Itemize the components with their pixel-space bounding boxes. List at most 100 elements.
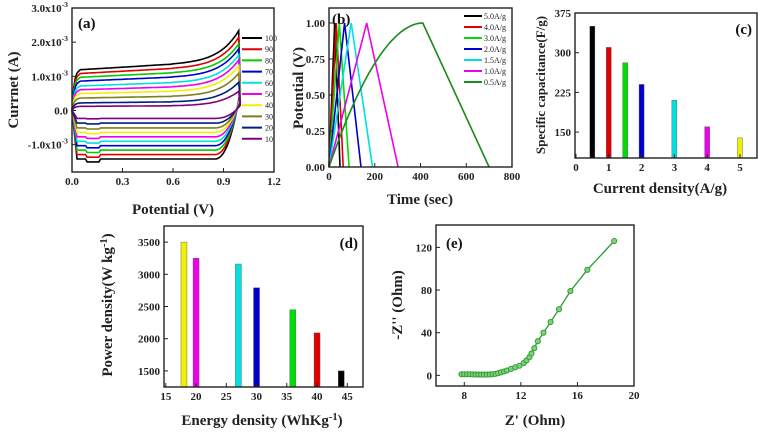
nyquist-line — [461, 240, 615, 376]
x-tick-label: 1.2 — [267, 176, 281, 188]
y-tick-label: 1.00 — [306, 18, 326, 30]
bar-4 — [704, 126, 710, 159]
bar-44 — [338, 370, 345, 388]
cv-curve-10 — [71, 89, 242, 120]
y-tick-label: -1.0x10-3 — [28, 137, 68, 152]
bar-18 — [180, 241, 188, 388]
x-tick-label: 35 — [281, 391, 293, 403]
legend-label: 3.0A/g — [484, 34, 506, 43]
x-tick-label: 600 — [458, 171, 475, 183]
x-tick-label: 5 — [737, 162, 743, 174]
bar-40 — [313, 332, 321, 388]
y-tick-label: 40 — [421, 328, 433, 340]
data-point — [516, 362, 523, 369]
plot-area-a — [71, 28, 242, 163]
data-point — [555, 306, 563, 313]
panel-label: (c) — [735, 22, 752, 38]
data-point — [540, 329, 547, 336]
plot-area-d — [180, 241, 345, 388]
legend-label: 20 — [265, 124, 273, 133]
bar-0.5 — [589, 26, 596, 159]
legend-label: 4.0A/g — [484, 23, 506, 32]
y-tick-label: 3.0x10-3 — [31, 0, 68, 15]
cv-curve-30 — [71, 71, 242, 130]
y-tick-label: 120 — [416, 242, 433, 254]
x-tick-label: 0 — [326, 171, 332, 183]
y-tick-label: 150 — [555, 127, 572, 139]
panel-label: (e) — [446, 236, 463, 252]
panel-label: (a) — [78, 16, 96, 32]
panel-d: 15 20 25 30 35 40 45 1500 2000 2500 3000 3500 Energy… — [99, 225, 364, 429]
y-axis-label: Currnet (A) — [6, 51, 22, 128]
y-tick-label: 3000 — [138, 269, 161, 281]
panel-b: 5.0A/g 4.0A/g 3.0A/g 2.0A/g 1.5A/g 1.0A/g 0.5A… — [291, 7, 521, 208]
x-tick-label: 0 — [573, 162, 579, 174]
y-axis-label: -Z'' (Ohm) — [390, 270, 406, 340]
panel-label: (d) — [340, 236, 358, 252]
data-point — [534, 338, 541, 345]
y-tick-label: 3500 — [138, 237, 161, 249]
legend-label: 30 — [265, 112, 273, 121]
x-tick-label: 16 — [572, 390, 584, 402]
data-point — [528, 350, 535, 357]
y-tick-label: 375 — [555, 8, 572, 20]
gcd-curve-3.0A/g — [328, 22, 350, 168]
data-point — [611, 237, 618, 245]
y-tick-label: 0.00 — [306, 162, 326, 174]
x-tick-label: 8 — [462, 390, 468, 402]
x-tick-label: 40 — [312, 391, 324, 403]
y-tick-label: 1500 — [138, 366, 161, 378]
legend-label: 10 — [265, 135, 273, 144]
x-tick-label: 20 — [191, 391, 203, 403]
y-axis-label: Potential (V) — [291, 47, 307, 129]
y-tick-label: 2500 — [138, 302, 161, 314]
x-tick-label: 25 — [221, 391, 233, 403]
y-tick-label: 80 — [421, 285, 433, 297]
x-tick-label: 200 — [367, 171, 384, 183]
x-axis-label: Energy density (WhKg-1) — [181, 412, 342, 429]
x-tick-label: 4 — [704, 162, 710, 174]
legend-label: 50 — [265, 90, 273, 99]
y-tick-label: 300 — [555, 48, 572, 60]
data-point — [531, 345, 538, 352]
bar-1 — [606, 47, 612, 159]
panel-label: (b) — [332, 12, 350, 28]
y-tick-label: 0 — [427, 370, 433, 382]
y-tick-label: 225 — [555, 87, 572, 99]
y-axis-label: Power density(W kg-1) — [99, 233, 116, 376]
x-tick-label: 0.3 — [116, 176, 130, 188]
x-axis-label: Z' (Ohm) — [505, 413, 565, 429]
y-tick-label: 0.50 — [306, 90, 326, 102]
panel-e: 8 12 16 20 0 40 80 120 Z' (Ohm) -Z'' (Ohm) (e) — [390, 224, 640, 429]
gcd-curve-1.0A/g — [328, 22, 399, 168]
x-tick-label: 12 — [515, 390, 527, 402]
y-tick-label: 0.75 — [306, 54, 326, 66]
x-axis-label: Time (sec) — [387, 192, 453, 208]
plot-area-b — [328, 22, 490, 168]
plot-area-e — [458, 237, 618, 378]
legend-label: 1.5A/g — [484, 56, 506, 65]
x-tick-label: 0.9 — [217, 176, 231, 188]
bar-2 — [638, 84, 645, 159]
data-point — [567, 288, 574, 295]
axes-frame — [574, 12, 758, 159]
bar-1.5 — [622, 62, 628, 159]
legend-label: 100 — [265, 34, 277, 43]
data-point — [547, 318, 554, 326]
x-tick-label: 0.0 — [65, 176, 79, 188]
x-tick-label: 45 — [342, 391, 354, 403]
legend-label: 80 — [265, 56, 273, 65]
panel-a: 100 90 80 70 60 50 40 30 20 10 0.0 0.3 0.6 0.9 1.2 -1.0… — [6, 0, 281, 218]
x-tick-label: 3 — [672, 162, 678, 174]
bar-27 — [235, 263, 242, 388]
legend-label: 2.0A/g — [484, 45, 506, 54]
panel-c: 0 1 2 3 4 5 150 225 300 375 Current density(A/g) Sp… — [533, 8, 758, 197]
y-tick-label: 2000 — [138, 334, 161, 346]
x-tick-label: 15 — [160, 391, 172, 403]
x-tick-label: 0.6 — [166, 176, 180, 188]
y-tick-label: 0.0 — [54, 106, 68, 118]
legend-label: 70 — [265, 68, 273, 77]
legend-label: 5.0A/g — [484, 12, 506, 21]
x-axis-label: Potential (V) — [132, 202, 214, 218]
